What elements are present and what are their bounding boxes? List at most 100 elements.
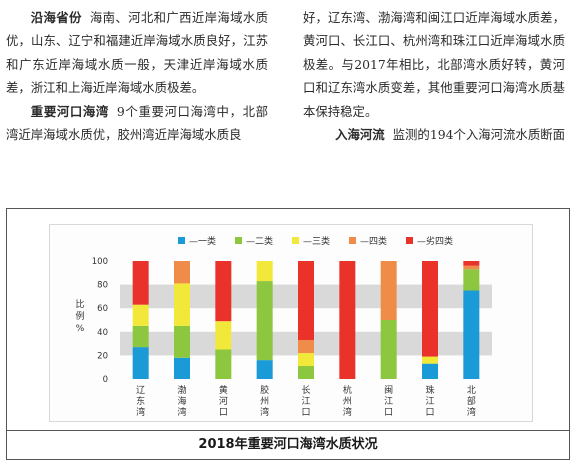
svg-text:长: 长 bbox=[301, 384, 310, 396]
legend-label-4: —劣四类 bbox=[417, 235, 453, 247]
svg-text:湾: 湾 bbox=[260, 406, 269, 418]
x-tick-label-4: 长江口 bbox=[301, 384, 310, 418]
paragraph-coastal-provinces: 沿海省份 海南、河北和广西近岸海域水质优，山东、辽宁和福建近岸海域水质良好，江苏和… bbox=[6, 6, 268, 100]
y-axis-label-char: 比 bbox=[75, 298, 84, 310]
svg-text:黄: 黄 bbox=[219, 384, 228, 396]
bar-segment-7-4 bbox=[422, 261, 438, 357]
paragraph-body: 9个重要河口海湾中，北部湾近岸海域水质优，胶州湾近岸海域水质良 bbox=[6, 103, 269, 143]
svg-text:东: 东 bbox=[136, 395, 145, 407]
bar-segment-3-0 bbox=[256, 360, 273, 379]
y-tick-label-2: 40 bbox=[97, 328, 108, 338]
paragraph-body: 海南、河北和广西近岸海域水质优，山东、辽宁和福建近岸海域水质良好，江苏和广东近岸… bbox=[6, 10, 269, 96]
bars bbox=[132, 261, 480, 379]
y-axis-label-char: 例 bbox=[75, 310, 84, 322]
legend-swatch-0 bbox=[178, 237, 185, 244]
x-tick-label-5: 杭州湾 bbox=[343, 384, 352, 418]
svg-text:口: 口 bbox=[219, 408, 228, 418]
bar-segment-0-1 bbox=[132, 325, 149, 348]
bar-segment-2-1 bbox=[215, 349, 232, 379]
bar-segment-1-0 bbox=[174, 357, 190, 379]
svg-text:湾: 湾 bbox=[136, 406, 145, 418]
bar-segment-4-1 bbox=[298, 366, 314, 379]
svg-text:口: 口 bbox=[425, 408, 434, 418]
bar-segment-1-2 bbox=[174, 283, 190, 326]
x-tick-label-0: 辽东湾 bbox=[136, 385, 145, 418]
y-axis: 0 20 40 60 80 100 比例% bbox=[75, 257, 108, 385]
figure: —一类 —二类 —三类 —四类 —劣四类 0 20 40 60 80 100 比例% 辽东湾渤海湾黄… bbox=[6, 208, 570, 460]
term-rivers: 入海河流 bbox=[335, 127, 385, 143]
svg-text:辽: 辽 bbox=[136, 385, 145, 396]
y-tick-label-4: 80 bbox=[97, 281, 108, 291]
bar-segment-3-1 bbox=[256, 281, 273, 361]
bar-segment-8-0 bbox=[463, 290, 480, 379]
legend-swatch-1 bbox=[235, 237, 242, 244]
x-tick-label-2: 黄河口 bbox=[219, 384, 228, 418]
legend-swatch-4 bbox=[406, 237, 413, 244]
bar-segment-8-4 bbox=[463, 261, 480, 266]
bar-segment-5-4 bbox=[339, 261, 356, 379]
svg-text:渤: 渤 bbox=[177, 384, 186, 396]
text-column-right: 好，辽东湾、渤海湾和闽江口近岸海域水质差，黄河口、长江口、杭州湾和珠江口近岸海域… bbox=[303, 6, 565, 146]
svg-text:江: 江 bbox=[425, 396, 434, 407]
svg-text:部: 部 bbox=[467, 395, 476, 407]
term-coastal-provinces: 沿海省份 bbox=[30, 10, 82, 25]
svg-text:湾: 湾 bbox=[467, 406, 476, 418]
bar-segment-8-3 bbox=[463, 265, 480, 270]
bar-segment-7-0 bbox=[422, 363, 438, 379]
chart-legend: —一类 —二类 —三类 —四类 —劣四类 bbox=[178, 235, 453, 247]
bar-segment-0-2 bbox=[132, 304, 149, 326]
x-tick-label-6: 闽江口 bbox=[384, 384, 393, 418]
legend-label-2: —三类 bbox=[303, 235, 330, 247]
bar-segment-4-4 bbox=[298, 261, 314, 341]
paragraph-estuaries-continued: 好，辽东湾、渤海湾和闽江口近岸海域水质差，黄河口、长江口、杭州湾和珠江口近岸海域… bbox=[303, 10, 565, 119]
bar-segment-2-2 bbox=[215, 321, 232, 350]
bar-segment-0-4 bbox=[132, 261, 149, 305]
svg-text:江: 江 bbox=[301, 396, 310, 407]
svg-text:江: 江 bbox=[384, 396, 393, 407]
y-tick-label-1: 20 bbox=[97, 351, 108, 361]
bar-segment-4-3 bbox=[298, 340, 314, 354]
bar-segment-4-2 bbox=[298, 353, 314, 367]
x-tick-label-8: 北部湾 bbox=[467, 385, 476, 418]
legend-swatch-3 bbox=[349, 237, 356, 244]
svg-text:珠: 珠 bbox=[425, 384, 434, 396]
bar-segment-1-1 bbox=[174, 325, 190, 358]
legend-label-3: —四类 bbox=[360, 235, 387, 247]
bar-segment-3-2 bbox=[256, 261, 273, 282]
paragraph-rivers: 入海河流 监测的194个入海河流水质断面 bbox=[303, 123, 565, 146]
legend-swatch-2 bbox=[292, 237, 299, 244]
svg-text:州: 州 bbox=[260, 396, 269, 407]
x-tick-label-1: 渤海湾 bbox=[177, 384, 186, 418]
bar-segment-7-2 bbox=[422, 356, 438, 364]
bar-segment-2-4 bbox=[215, 261, 232, 322]
bar-segment-1-3 bbox=[174, 261, 190, 284]
svg-text:海: 海 bbox=[177, 395, 186, 407]
y-tick-label-5: 100 bbox=[92, 257, 108, 267]
x-tick-label-3: 胶州湾 bbox=[260, 384, 269, 418]
y-tick-label-0: 0 bbox=[103, 375, 108, 385]
y-tick-label-3: 60 bbox=[97, 304, 108, 314]
svg-text:杭: 杭 bbox=[343, 384, 352, 396]
text-column-left: 沿海省份 海南、河北和广西近岸海域水质优，山东、辽宁和福建近岸海域水质良好，江苏和… bbox=[6, 6, 268, 146]
svg-text:州: 州 bbox=[343, 396, 352, 407]
legend-label-1: —二类 bbox=[246, 235, 273, 247]
figure-caption: 2018年重要河口海湾水质状况 bbox=[7, 430, 569, 459]
legend-label-0: —一类 bbox=[189, 235, 216, 247]
term-estuaries-bays: 重要河口海湾 bbox=[30, 103, 109, 119]
paragraph-estuaries-bays: 重要河口海湾 9个重要河口海湾中，北部湾近岸海域水质优，胶州湾近岸海域水质良 bbox=[6, 100, 268, 147]
chart-panel: —一类 —二类 —三类 —四类 —劣四类 0 20 40 60 80 100 比例% 辽东湾渤海湾黄… bbox=[49, 224, 533, 422]
svg-text:湾: 湾 bbox=[343, 406, 352, 418]
paragraph-body: 监测的194个入海河流水质断面 bbox=[392, 127, 565, 143]
bar-segment-0-0 bbox=[132, 347, 149, 379]
svg-text:胶: 胶 bbox=[260, 384, 269, 396]
bar-segment-8-1 bbox=[463, 269, 480, 291]
svg-text:北: 北 bbox=[467, 385, 476, 396]
svg-text:闽: 闽 bbox=[384, 384, 393, 396]
y-axis-label-char: % bbox=[76, 324, 85, 334]
bar-segment-6-3 bbox=[380, 261, 397, 320]
svg-text:湾: 湾 bbox=[177, 406, 186, 418]
svg-text:河: 河 bbox=[219, 395, 228, 407]
svg-text:口: 口 bbox=[301, 408, 310, 418]
svg-text:口: 口 bbox=[384, 408, 393, 418]
